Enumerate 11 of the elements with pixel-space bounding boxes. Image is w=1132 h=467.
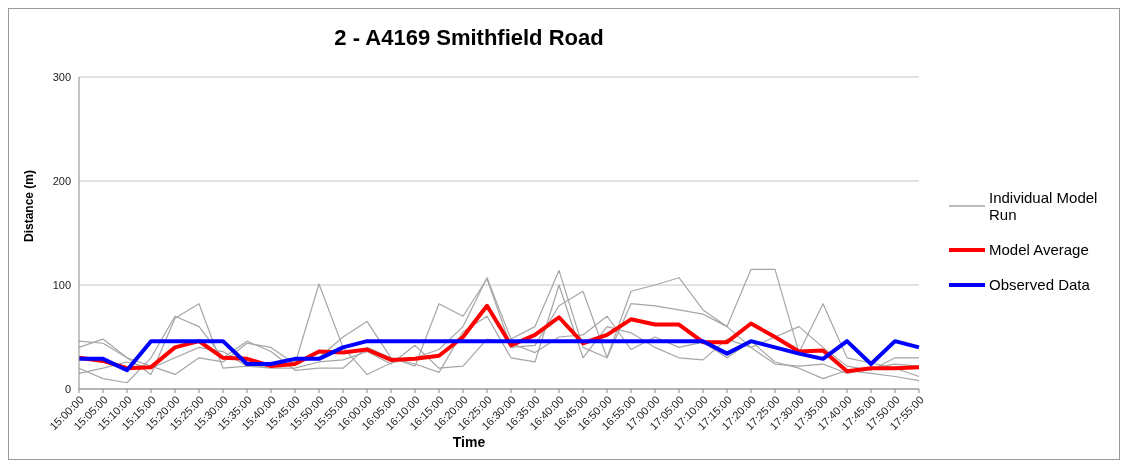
legend-label: Individual Model Run xyxy=(989,189,1099,223)
legend-label: Observed Data xyxy=(989,276,1091,293)
line-series xyxy=(77,339,921,373)
x-axis-title: Time xyxy=(451,434,487,450)
y-tick-label: 0 xyxy=(64,382,71,395)
y-axis-title: Distance (m) xyxy=(22,169,36,244)
y-tick-label: 100 xyxy=(52,278,71,291)
y-tick-label: 200 xyxy=(52,174,71,187)
legend-label: Model Average xyxy=(989,241,1090,258)
y-tick-label: 300 xyxy=(52,70,71,83)
chart-title: 2 - A4169 Smithfield Road xyxy=(333,25,605,51)
